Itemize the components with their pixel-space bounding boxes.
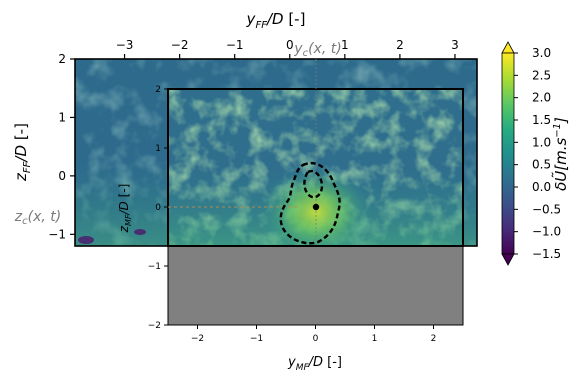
mid-field-x-tick-label: −1 [250, 334, 263, 344]
mid-field-y-tick-label: −2 [148, 321, 161, 331]
far-field-x-tick-label: 2 [396, 38, 404, 52]
colorbar-tick-label: 2.5 [532, 68, 551, 82]
mid-field-bold-frame [167, 88, 464, 247]
far-field-y-tick-label: 1 [58, 110, 66, 124]
mid-field-x-tick-label: −2 [191, 334, 204, 344]
colorbar-tick-label: 2.0 [532, 91, 551, 105]
yc-annotation: yc(x, t) [293, 41, 341, 59]
far-field-y-label: zFF/D [-] [12, 123, 33, 182]
mid-field-panel [167, 88, 464, 326]
far-field-x-tick-label: −2 [171, 38, 189, 52]
colorbar-tick-label: 1.5 [532, 113, 551, 127]
colorbar-gradient [501, 52, 515, 255]
far-field-x-tick-label: 0 [286, 38, 294, 52]
colorbar-top-extension [501, 41, 515, 54]
colorbar-tick-label: 0.5 [532, 158, 551, 172]
far-field-y-tick-label: 2 [58, 52, 66, 66]
colorbar-bottom-extension [501, 253, 515, 266]
colorbar-tick-label: 3.0 [532, 46, 551, 60]
colorbar-tick-label: 0.0 [532, 180, 551, 194]
far-field-x-label: yFF/D [-] [246, 10, 306, 31]
mid-field-bottom-axis: −2 −1 0 1 2 [191, 325, 437, 344]
mid-field-y-tick-label: 1 [155, 144, 161, 154]
mid-field-y-tick-label: −1 [148, 262, 161, 272]
wake-contour [279, 162, 341, 245]
mid-field-x-label: yMF/D [-] [287, 355, 342, 373]
far-field-x-tick-label: −1 [226, 38, 244, 52]
colorbar-tick-label: −1.0 [532, 225, 561, 239]
colorbar-ticks: 3.0 2.5 2.0 1.5 1.0 0.5 0.0 −0.5 −1.0 −1.5 [514, 46, 561, 261]
colorbar-tick-label: −0.5 [532, 202, 561, 216]
mid-field-y-tick-label: 0 [155, 203, 161, 213]
far-field-top-axis: −3 −2 −1 0 1 2 3 [116, 38, 459, 59]
far-field-x-tick-label: 1 [341, 38, 349, 52]
mid-field-x-tick-label: 2 [431, 334, 437, 344]
colorbar-label: δŨ[m.s−1] [551, 117, 570, 191]
far-field-x-tick-label: 3 [451, 38, 459, 52]
far-field-left-axis: −1 0 1 2 [48, 52, 75, 241]
mid-field-left-axis: −2 −1 0 1 2 [148, 85, 168, 331]
mid-field-x-tick-label: 1 [372, 334, 378, 344]
mid-field-y-tick-label: 2 [155, 85, 161, 95]
far-field-y-tick-label: 0 [58, 169, 66, 183]
masked-region [168, 246, 463, 325]
zc-annotation: zc(x, t) [14, 209, 61, 227]
colorbar-tick-label: 1.0 [532, 135, 551, 149]
colorbar-tick-label: −1.5 [532, 247, 561, 261]
far-field-x-tick-label: −3 [116, 38, 134, 52]
colorbar: 3.0 2.5 2.0 1.5 1.0 0.5 0.0 −0.5 −1.0 −1.5 δŨ[m.s… [501, 41, 570, 266]
mid-field-x-tick-label: 0 [313, 334, 319, 344]
mid-field-y-label: zMF/D [-] [117, 184, 133, 234]
wake-center-marker [312, 203, 320, 211]
far-field-y-tick-label: −1 [48, 227, 66, 241]
